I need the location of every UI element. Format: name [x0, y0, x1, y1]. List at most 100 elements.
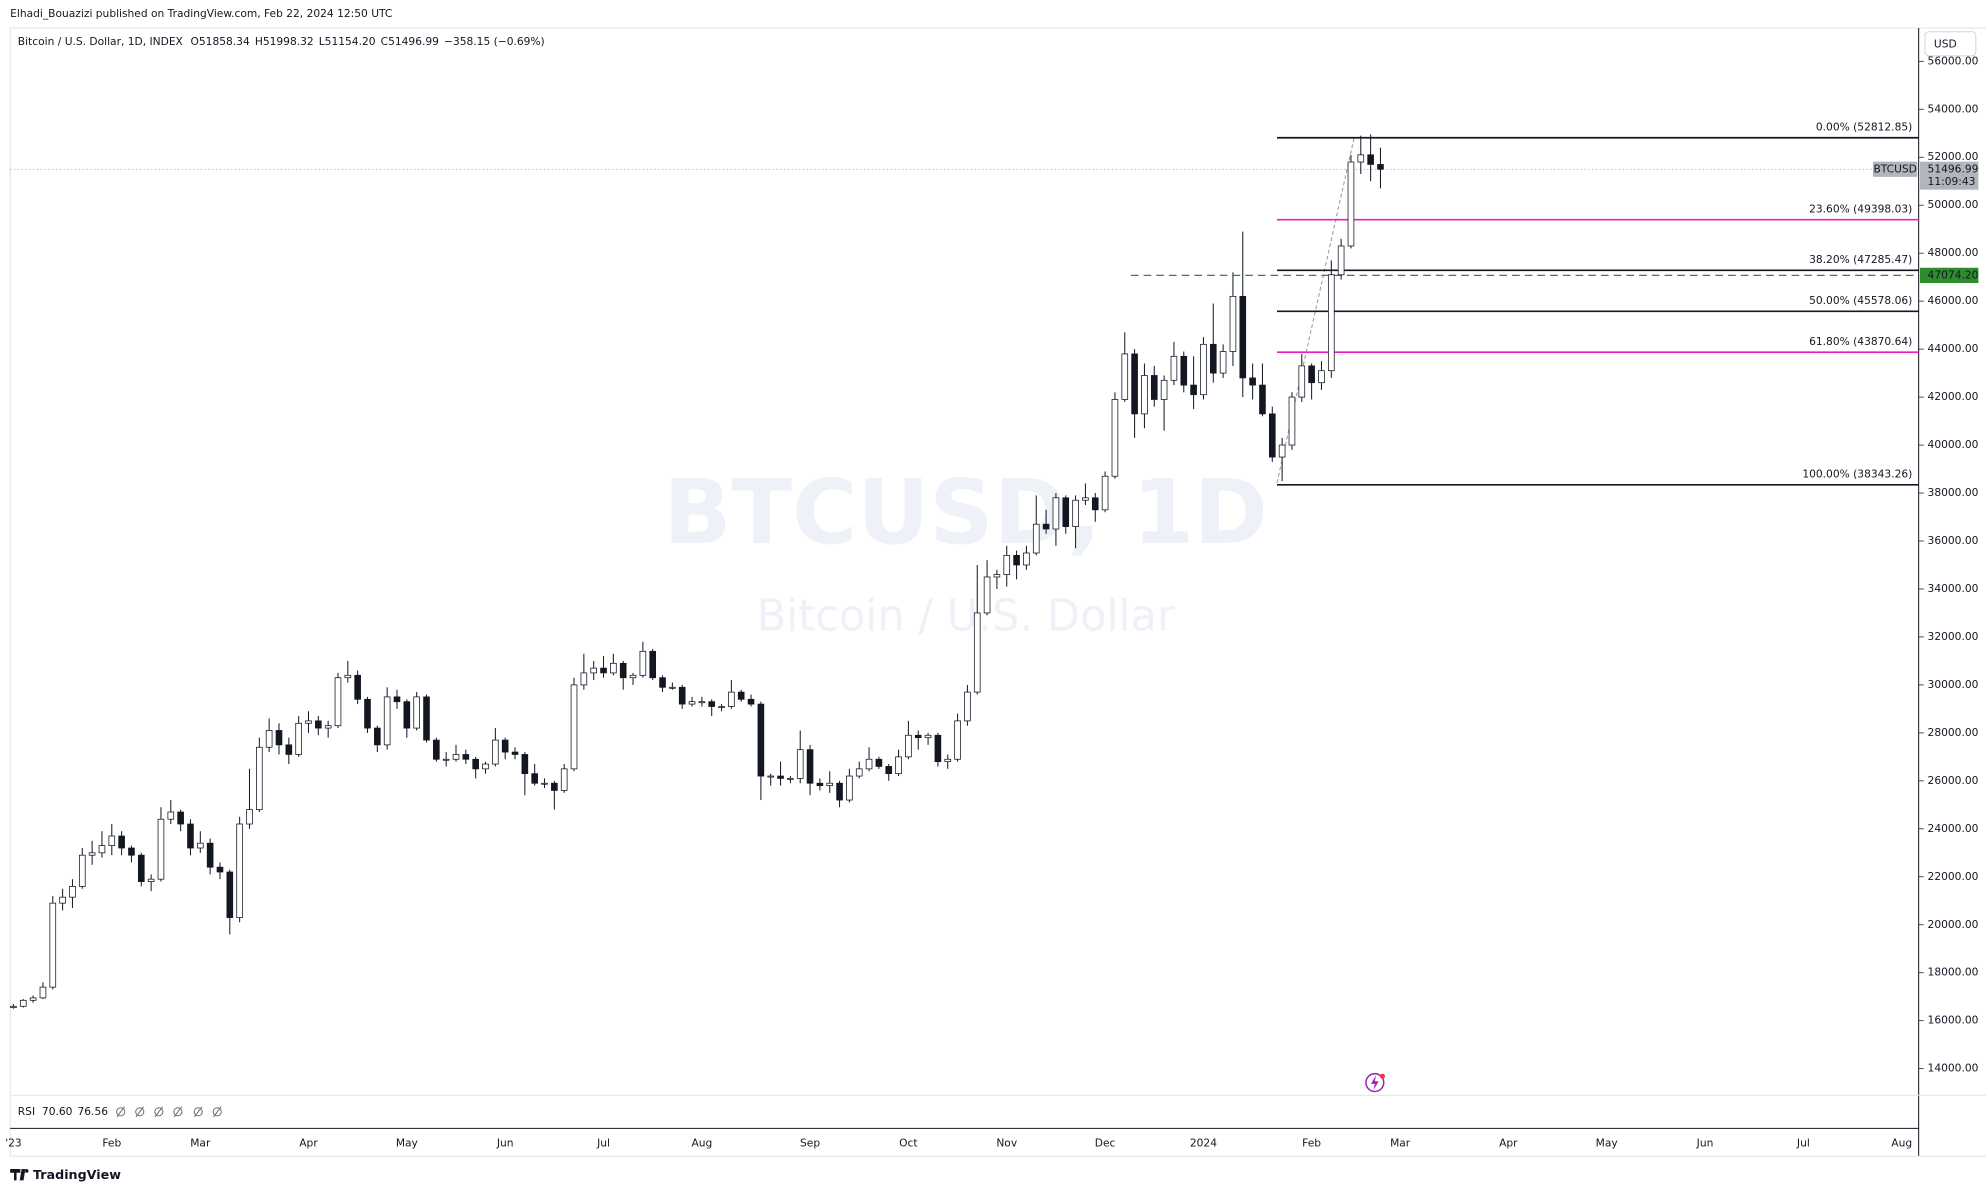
candle-body: [531, 773, 538, 784]
candle-body: [88, 852, 96, 856]
candle-body: [855, 768, 863, 777]
candle-body: [570, 684, 578, 770]
candle-body: [1347, 161, 1355, 247]
fib-level-label: 0.00% (52812.85): [1816, 121, 1912, 134]
candle-body: [177, 811, 184, 825]
candle-body: [78, 854, 86, 887]
candle-body: [137, 854, 145, 882]
candle-body: [452, 754, 460, 760]
candle-body: [1229, 295, 1237, 352]
candle-body: [865, 758, 873, 770]
candle-body: [816, 782, 824, 787]
candle-body: [973, 612, 981, 693]
x-tick-label: Mar: [190, 1137, 211, 1150]
candle-body: [69, 885, 76, 898]
candle-body: [305, 720, 312, 724]
y-tick-label: 28000.00: [1928, 726, 1979, 739]
candle-body: [1200, 343, 1207, 396]
fib-level-label: 23.60% (49398.03): [1809, 202, 1912, 215]
x-tick-label: Aug: [1891, 1137, 1912, 1150]
candle-body: [413, 696, 420, 729]
candle-body: [934, 734, 942, 763]
candle-body: [541, 782, 548, 785]
candle-body: [737, 691, 745, 700]
candle-body: [826, 782, 834, 787]
brand: TradingView: [10, 1167, 121, 1182]
candle-body: [49, 902, 57, 988]
candle-body: [501, 739, 509, 753]
candle-body: [708, 701, 716, 707]
candle-body: [324, 725, 332, 729]
fib-level-label: 61.80% (43870.64): [1809, 335, 1912, 348]
candle-body: [796, 749, 804, 779]
candle-body: [1219, 351, 1227, 374]
candle-body: [216, 866, 224, 873]
x-tick-label: May: [1596, 1137, 1618, 1150]
legend-low: L51154.20: [319, 35, 376, 48]
candle-body: [187, 823, 194, 849]
alert-tag-label: 47074.20: [1928, 268, 1979, 281]
x-tick-label: Apr: [299, 1137, 318, 1150]
currency-button[interactable]: [1924, 31, 1977, 57]
y-tick-label: 26000.00: [1928, 774, 1979, 787]
candle-body: [1082, 497, 1089, 501]
candle-body: [767, 775, 775, 778]
y-tick-label: 36000.00: [1928, 534, 1979, 547]
candle-body: [1003, 555, 1011, 575]
candle-body: [285, 744, 293, 755]
candle-body: [334, 677, 342, 727]
candle-body: [492, 739, 499, 765]
candle-body: [777, 775, 784, 779]
candle-body: [1268, 413, 1276, 458]
candle-body: [846, 775, 853, 801]
y-tick-label: 34000.00: [1928, 582, 1979, 595]
legend-open: O51858.34: [191, 35, 250, 48]
candle-body: [629, 674, 637, 679]
candle-body: [521, 754, 529, 775]
countdown-label: 11:09:43: [1928, 175, 1976, 188]
candle-body: [639, 650, 647, 676]
candle-body: [393, 696, 401, 703]
x-tick-label: Oct: [899, 1137, 917, 1150]
candle-body: [128, 847, 135, 856]
x-tick-label: Dec: [1095, 1137, 1116, 1150]
x-tick-label: Sep: [800, 1137, 820, 1150]
symbol-tag: [1872, 161, 1918, 177]
y-tick-label: 22000.00: [1928, 870, 1979, 883]
candle-body: [1062, 497, 1070, 527]
y-tick-label: 46000.00: [1928, 294, 1979, 307]
candle-body: [560, 768, 568, 791]
candle-body: [1023, 552, 1030, 566]
candle-body: [806, 749, 814, 784]
y-tick-label: 56000.00: [1928, 54, 1979, 67]
x-tick-label: Mar: [1390, 1137, 1411, 1150]
candle-body: [1259, 384, 1266, 415]
candle-body: [98, 845, 106, 854]
candle-body: [1249, 377, 1256, 386]
candle-body: [423, 696, 430, 741]
candle-body: [167, 811, 175, 820]
candle-body: [295, 722, 302, 755]
event-icon[interactable]: [1365, 1072, 1385, 1093]
candle-body: [1032, 523, 1040, 554]
candle-body: [698, 701, 706, 704]
x-tick-label: Aug: [691, 1137, 712, 1150]
candle-body: [374, 727, 381, 746]
price-tag-label: 51496.99: [1928, 162, 1979, 175]
watermark-description: Bitcoin / U.S. Dollar: [757, 591, 1175, 641]
candle-body: [1278, 444, 1286, 458]
candle-body: [1190, 384, 1197, 396]
x-tick-label: Jul: [596, 1137, 610, 1150]
y-tick-label: 42000.00: [1928, 390, 1979, 403]
candle-body: [1160, 379, 1168, 400]
candle-body: [688, 701, 696, 705]
candle-body: [600, 667, 607, 674]
x-tick-label: Nov: [996, 1137, 1017, 1150]
candle-body: [1377, 164, 1384, 170]
candle-body: [964, 691, 971, 722]
candle-body: [610, 662, 617, 674]
candle-body: [954, 720, 961, 760]
candle-body: [1111, 399, 1119, 477]
